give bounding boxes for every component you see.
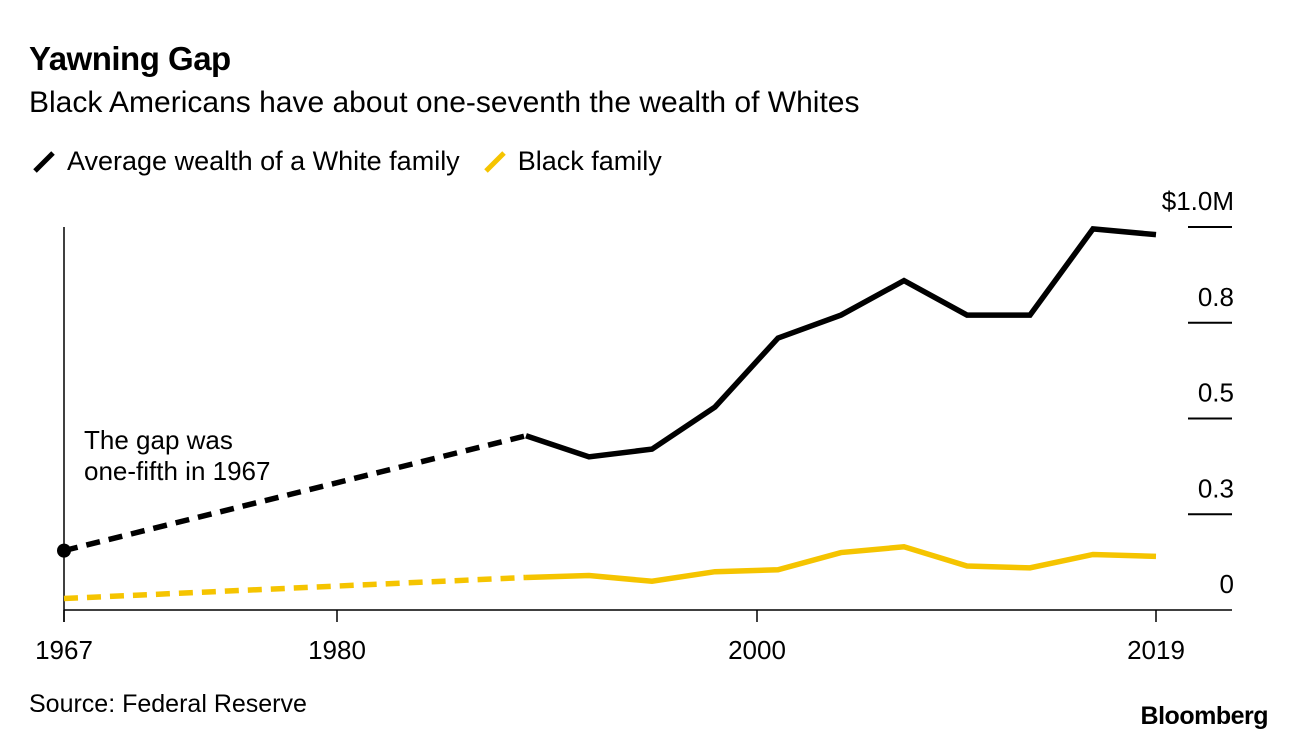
x-tick-label: 2019	[1127, 635, 1185, 665]
y-tick-label: $1.0M	[1162, 186, 1234, 216]
chart-title: Yawning Gap	[29, 40, 231, 77]
legend-label-white: Average wealth of a White family	[67, 146, 460, 176]
source-note: Source: Federal Reserve	[29, 690, 307, 718]
annotation-line-2: one-fifth in 1967	[84, 456, 270, 486]
legend-swatch-white-icon	[33, 150, 55, 173]
white-family-series-dashed	[63, 433, 527, 554]
brand-logo: Bloomberg	[1140, 702, 1269, 730]
legend-item-white: Average wealth of a White family	[29, 146, 460, 177]
x-tick-label: 2000	[728, 635, 786, 665]
y-tick-label: 0.5	[1198, 378, 1234, 408]
legend-item-black: Black family	[480, 146, 662, 177]
white-family-series-solid	[525, 226, 1157, 460]
y-tick-label: 0.3	[1198, 473, 1234, 503]
black-family-series-solid	[525, 544, 1157, 585]
x-tick-label: 1967	[35, 635, 93, 665]
y-tick-label: 0	[1220, 569, 1234, 599]
legend-label-black: Black family	[517, 146, 662, 176]
x-tick-label: 1980	[308, 635, 366, 665]
y-tick-label: 0.8	[1198, 282, 1234, 312]
start-point-marker	[57, 543, 71, 558]
legend-swatch-black-icon	[483, 150, 506, 173]
chart-subtitle: Black Americans have about one-seventh t…	[29, 86, 860, 119]
annotation-line-1: The gap was	[84, 425, 233, 455]
black-family-series-dashed	[63, 574, 527, 602]
legend: Average wealth of a White family Black f…	[29, 146, 682, 177]
